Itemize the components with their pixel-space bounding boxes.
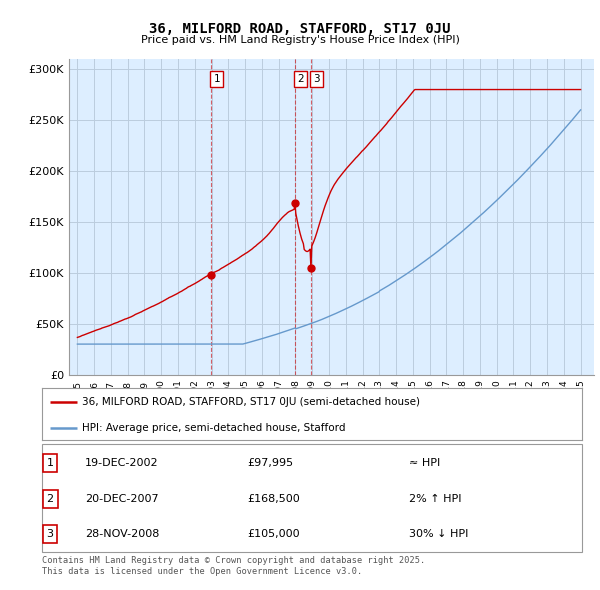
Text: 20-DEC-2007: 20-DEC-2007 [85,494,159,504]
Text: 36, MILFORD ROAD, STAFFORD, ST17 0JU (semi-detached house): 36, MILFORD ROAD, STAFFORD, ST17 0JU (se… [83,397,421,407]
Text: 28-NOV-2008: 28-NOV-2008 [85,529,160,539]
Text: 19-DEC-2002: 19-DEC-2002 [85,458,159,468]
Text: £105,000: £105,000 [247,529,300,539]
Text: 3: 3 [313,74,320,84]
Text: 1: 1 [214,74,220,84]
Text: HPI: Average price, semi-detached house, Stafford: HPI: Average price, semi-detached house,… [83,423,346,433]
Text: Price paid vs. HM Land Registry's House Price Index (HPI): Price paid vs. HM Land Registry's House … [140,35,460,45]
Text: 2% ↑ HPI: 2% ↑ HPI [409,494,462,504]
Text: 1: 1 [47,458,53,468]
Text: 30% ↓ HPI: 30% ↓ HPI [409,529,469,539]
Text: 36, MILFORD ROAD, STAFFORD, ST17 0JU: 36, MILFORD ROAD, STAFFORD, ST17 0JU [149,22,451,37]
Text: £168,500: £168,500 [247,494,300,504]
Text: ≈ HPI: ≈ HPI [409,458,440,468]
Text: 2: 2 [298,74,304,84]
Text: 3: 3 [47,529,53,539]
Text: Contains HM Land Registry data © Crown copyright and database right 2025.
This d: Contains HM Land Registry data © Crown c… [42,556,425,576]
Text: 2: 2 [47,494,53,504]
Text: £97,995: £97,995 [247,458,293,468]
